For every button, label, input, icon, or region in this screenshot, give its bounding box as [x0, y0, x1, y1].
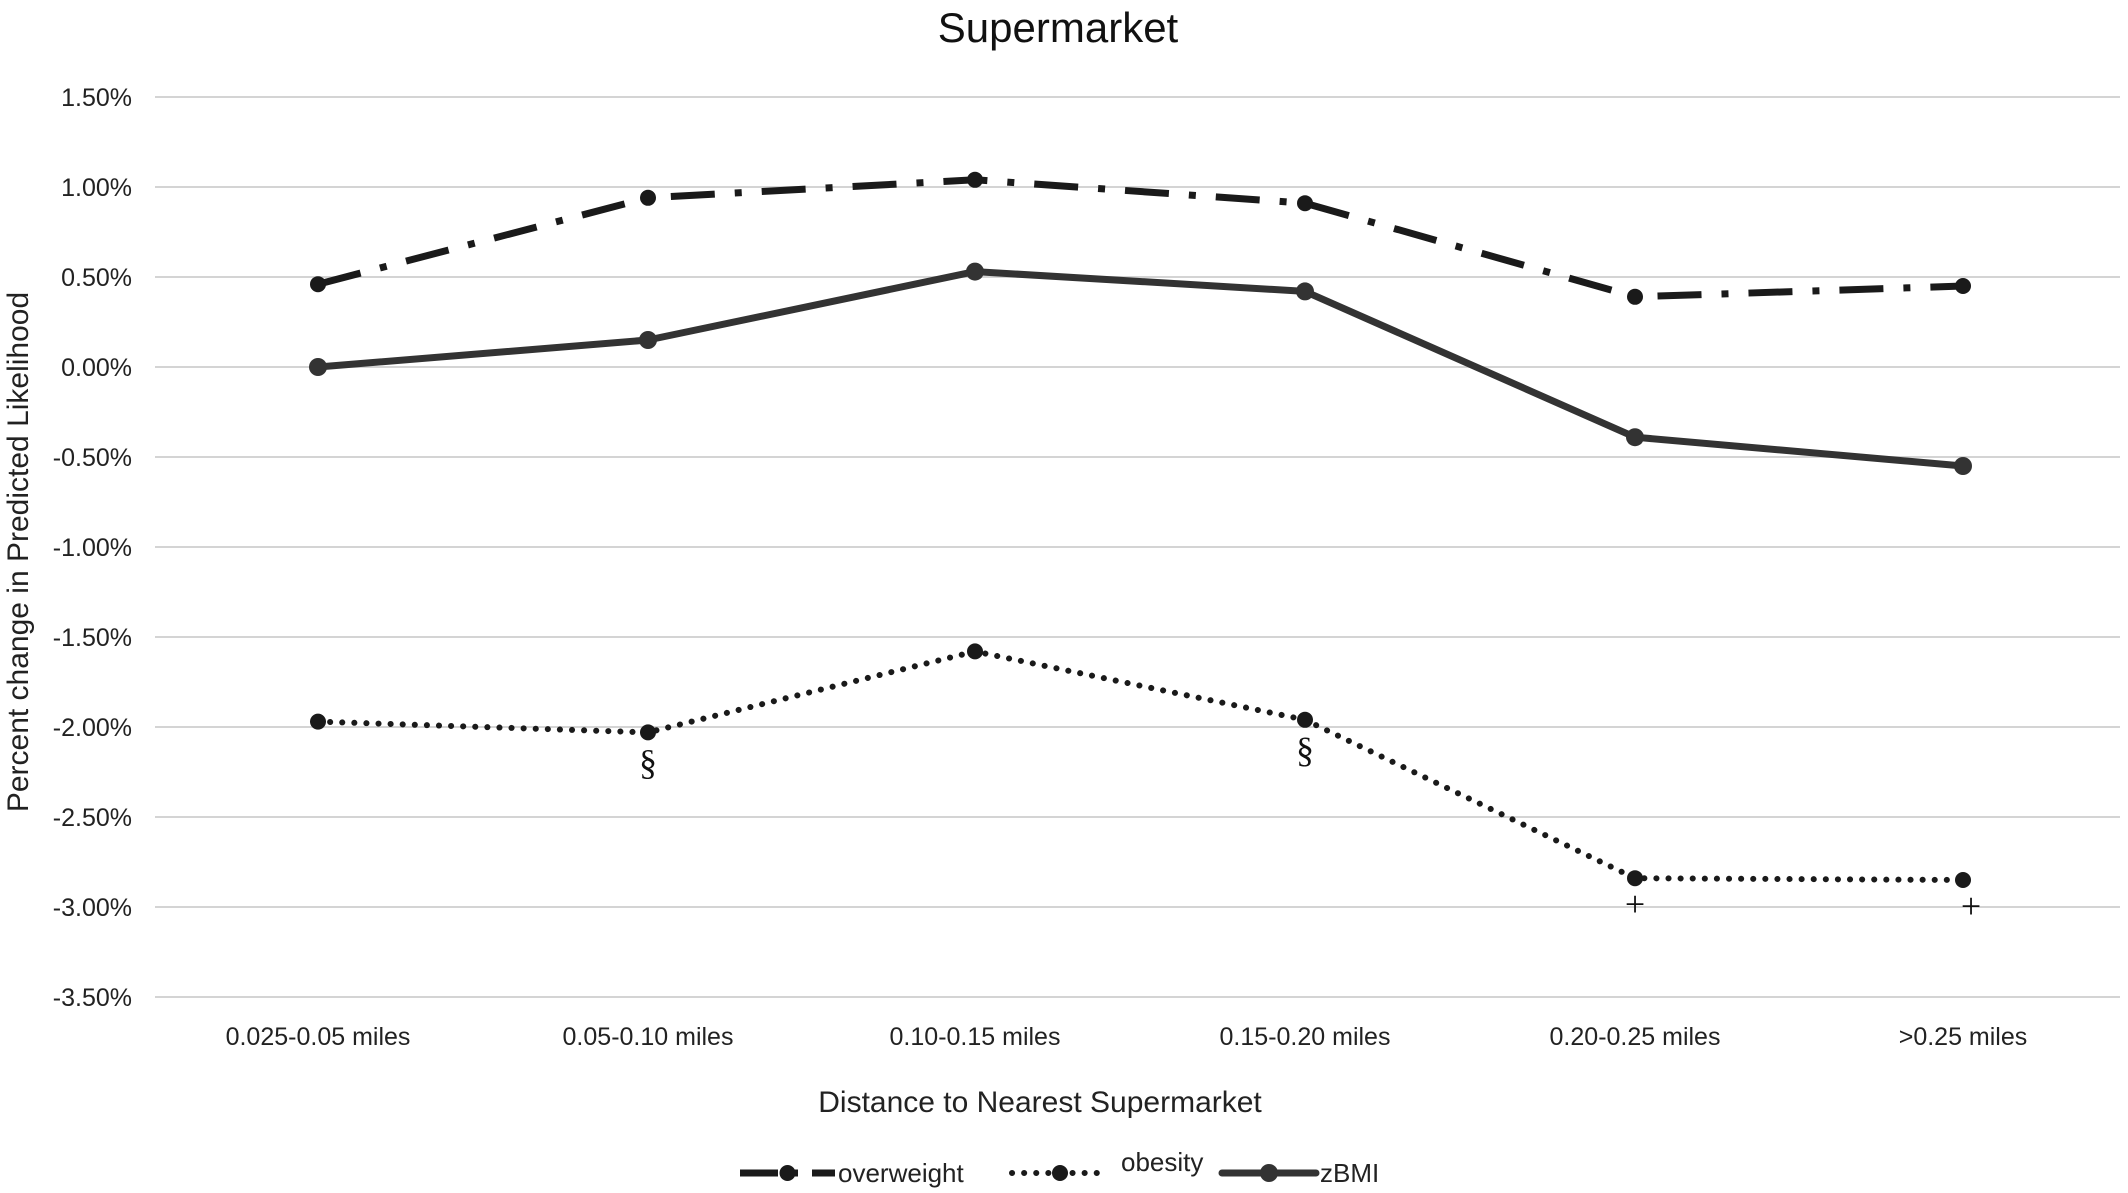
- legend-marker-overweight: [779, 1165, 796, 1181]
- data-point-obesity: [1297, 711, 1313, 728]
- x-tick-label: 0.05-0.10 miles: [563, 1023, 734, 1051]
- y-tick-label: -2.00%: [53, 714, 132, 742]
- y-tick-label: 1.00%: [61, 174, 132, 202]
- significance-marker: §: [1296, 730, 1314, 770]
- data-point-zbmi: [1296, 282, 1314, 301]
- y-tick-label: -1.00%: [53, 534, 132, 562]
- data-point-overweight: [310, 276, 326, 293]
- series-line-zbmi: [314, 268, 1967, 470]
- legend: overweight obesity zBMI: [740, 1147, 1379, 1188]
- data-point-zbmi: [1626, 428, 1644, 447]
- data-point-obesity: [310, 713, 326, 730]
- y-tick-label: -1.50%: [53, 624, 132, 652]
- data-point-obesity: [1627, 870, 1643, 887]
- data-point-zbmi: [1954, 457, 1972, 475]
- x-axis-tick-labels: 0.025-0.05 miles 0.05-0.10 miles 0.10-0.15…: [226, 1023, 2028, 1051]
- x-tick-label: 0.20-0.25 miles: [1550, 1023, 1721, 1051]
- series-line-overweight: [317, 176, 1964, 301]
- significance-marker: §: [639, 742, 657, 782]
- x-tick-label: 0.15-0.20 miles: [1220, 1023, 1391, 1051]
- y-tick-label: 0.00%: [61, 354, 132, 382]
- series-obesity: [310, 643, 1971, 888]
- series-overweight: [310, 171, 1971, 305]
- series-line-obesity: [315, 648, 1966, 883]
- series-zbmi: [309, 262, 1972, 475]
- x-tick-label: 0.10-0.15 miles: [890, 1023, 1061, 1051]
- x-tick-label: 0.025-0.05 miles: [226, 1023, 411, 1051]
- legend-marker-zbmi: [1260, 1164, 1278, 1182]
- data-point-obesity: [967, 643, 983, 660]
- legend-item-zbmi: zBMI: [1218, 1158, 1379, 1188]
- y-tick-label: -3.50%: [53, 984, 132, 1012]
- y-tick-label: 0.50%: [61, 264, 132, 292]
- gridlines: [155, 96, 2120, 998]
- data-point-overweight: [967, 171, 983, 188]
- significance-annotations: § § + +: [639, 730, 1981, 926]
- legend-item-overweight: overweight: [740, 1158, 965, 1188]
- x-axis-title: Distance to Nearest Supermarket: [818, 1086, 1262, 1119]
- y-tick-label: -2.50%: [53, 804, 132, 832]
- data-point-overweight: [1297, 195, 1313, 212]
- x-tick-label: >0.25 miles: [1899, 1023, 2028, 1051]
- legend-label-zbmi: zBMI: [1320, 1158, 1379, 1188]
- legend-marker-obesity: [1052, 1165, 1068, 1181]
- significance-marker: +: [1625, 884, 1645, 924]
- data-point-overweight: [1627, 288, 1643, 305]
- data-point-zbmi: [639, 331, 657, 349]
- significance-marker: +: [1961, 886, 1981, 926]
- legend-item-obesity: obesity: [1009, 1147, 1203, 1181]
- data-point-zbmi: [309, 358, 327, 376]
- y-axis-title: Percent change in Predicted Likelihood: [2, 292, 35, 812]
- y-tick-label: -3.00%: [53, 894, 132, 922]
- y-tick-label: -0.50%: [53, 444, 132, 472]
- data-point-obesity: [1955, 872, 1971, 888]
- data-point-overweight: [640, 189, 656, 206]
- legend-label-obesity: obesity: [1121, 1147, 1203, 1177]
- data-point-obesity: [640, 724, 656, 741]
- y-axis-tick-labels: 1.50% 1.00% 0.50% 0.00% -0.50% -1.00% -1.50% -2…: [53, 84, 132, 1012]
- data-point-overweight: [1955, 278, 1971, 294]
- series-lines: [309, 171, 1972, 888]
- legend-label-overweight: overweight: [838, 1158, 965, 1188]
- y-tick-label: 1.50%: [61, 84, 132, 112]
- data-point-zbmi: [966, 262, 984, 281]
- chart-title: Supermarket: [938, 4, 1179, 51]
